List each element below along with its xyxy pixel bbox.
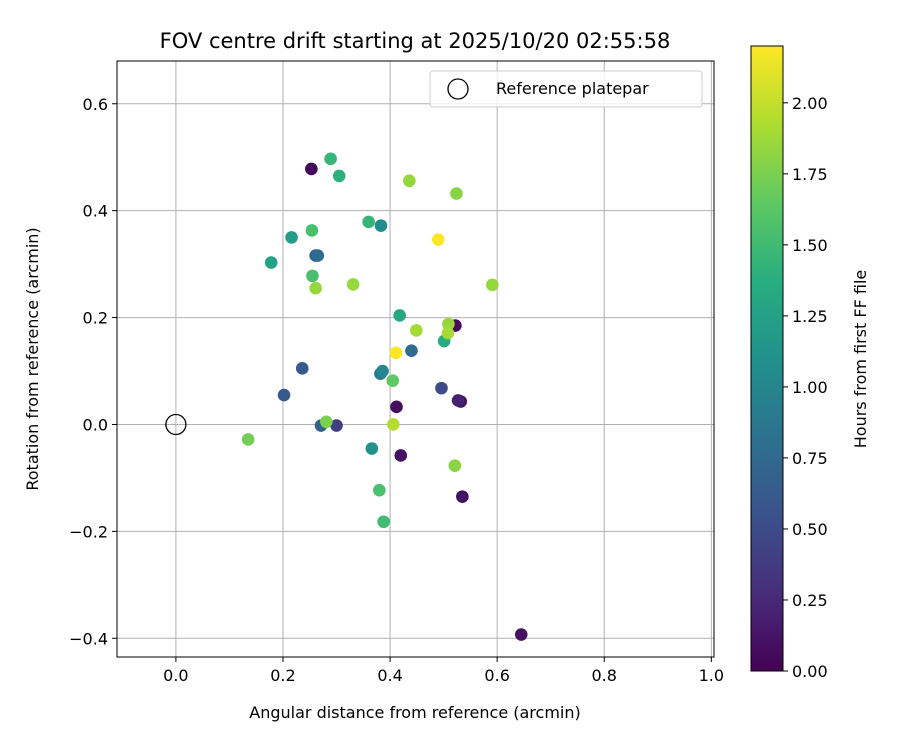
data-point [514,628,528,641]
colorbar-tick-label: 0.00 [792,662,828,681]
y-tick-label: 0.0 [83,415,108,434]
data-point [309,281,322,295]
data-point [377,515,390,529]
reference-layer [165,413,187,436]
data-point [451,394,465,407]
colorbar-tick-label: 1.25 [792,307,828,326]
colorbar-tick-label: 1.00 [792,378,828,397]
data-point [324,152,337,166]
plot-area-frame [116,60,715,658]
x-tick-label: 0.8 [592,666,617,685]
colorbar-tick-label: 0.25 [792,591,828,610]
data-point [346,278,360,291]
data-point [390,400,403,414]
data-point [394,449,408,462]
colorbar-ticks: 0.00 0.25 0.50 0.75 1.00 1.25 1.50 1.75 2.00 [783,94,828,681]
data-point [362,215,375,229]
data-point [305,224,319,237]
data-point [365,442,379,455]
chart-title: FOV centre drift starting at 2025/10/20 … [160,29,671,53]
grid-lines [117,61,714,657]
colorbar-tick-label: 0.50 [792,520,828,539]
colorbar-label: Hours from first FF file [851,270,870,449]
data-point [386,418,400,431]
data-point [405,344,418,358]
data-point [486,278,499,292]
data-point [373,483,386,497]
y-tick-label: −0.2 [69,522,108,541]
colorbar-frame [750,45,784,672]
data-point [311,249,325,262]
colorbar-tick-label: 0.75 [792,449,828,468]
data-point [410,324,423,337]
data-point [330,419,343,432]
data-point [456,490,469,503]
data-point [448,459,462,472]
data-point [241,433,255,446]
y-tick-label: 0.2 [83,309,108,328]
x-tick-label: 0.2 [270,666,295,685]
data-point [285,231,298,244]
legend: Reference platepar [429,70,703,108]
colorbar-gradient [751,46,783,671]
data-point [441,326,455,340]
data-point [305,162,318,176]
data-point [450,187,463,200]
y-axis-ticks: −0.4 −0.2 0.0 0.2 0.4 0.6 [69,95,117,648]
data-point [277,388,291,402]
data-point [332,169,346,183]
data-point [389,346,403,360]
data-point [393,309,407,322]
colorbar: 0.00 0.25 0.50 0.75 1.00 1.25 1.50 1.75 2.00 Hou… [750,45,870,681]
y-tick-label: −0.4 [69,629,108,648]
y-tick-label: 0.4 [83,202,108,221]
x-axis-ticks: 0.0 0.2 0.4 0.6 0.8 1.0 [163,657,724,685]
y-axis-label: Rotation from reference (arcmin) [23,227,42,490]
data-point [376,364,389,378]
data-point [374,219,388,232]
reference-platepar-marker [165,413,187,436]
data-point [435,381,448,395]
legend-box [429,70,703,108]
y-tick-label: 0.6 [83,95,108,114]
data-point [403,174,416,188]
data-point [386,374,400,387]
colorbar-tick-label: 1.75 [792,165,828,184]
data-point [431,233,445,246]
x-tick-label: 0.4 [377,666,402,685]
colorbar-tick-label: 1.50 [792,236,828,255]
x-tick-label: 0.0 [163,666,188,685]
data-point [320,415,333,429]
data-point [306,269,319,283]
colorbar-tick-label: 2.00 [792,94,828,113]
x-axis-label: Angular distance from reference (arcmin) [249,703,580,722]
data-point [295,362,309,375]
x-tick-label: 1.0 [699,666,724,685]
data-point [442,317,455,331]
legend-reference-marker [447,78,469,100]
data-points [241,152,528,641]
x-tick-label: 0.6 [484,666,509,685]
data-point [264,256,278,269]
legend-label-reference: Reference platepar [496,79,649,98]
